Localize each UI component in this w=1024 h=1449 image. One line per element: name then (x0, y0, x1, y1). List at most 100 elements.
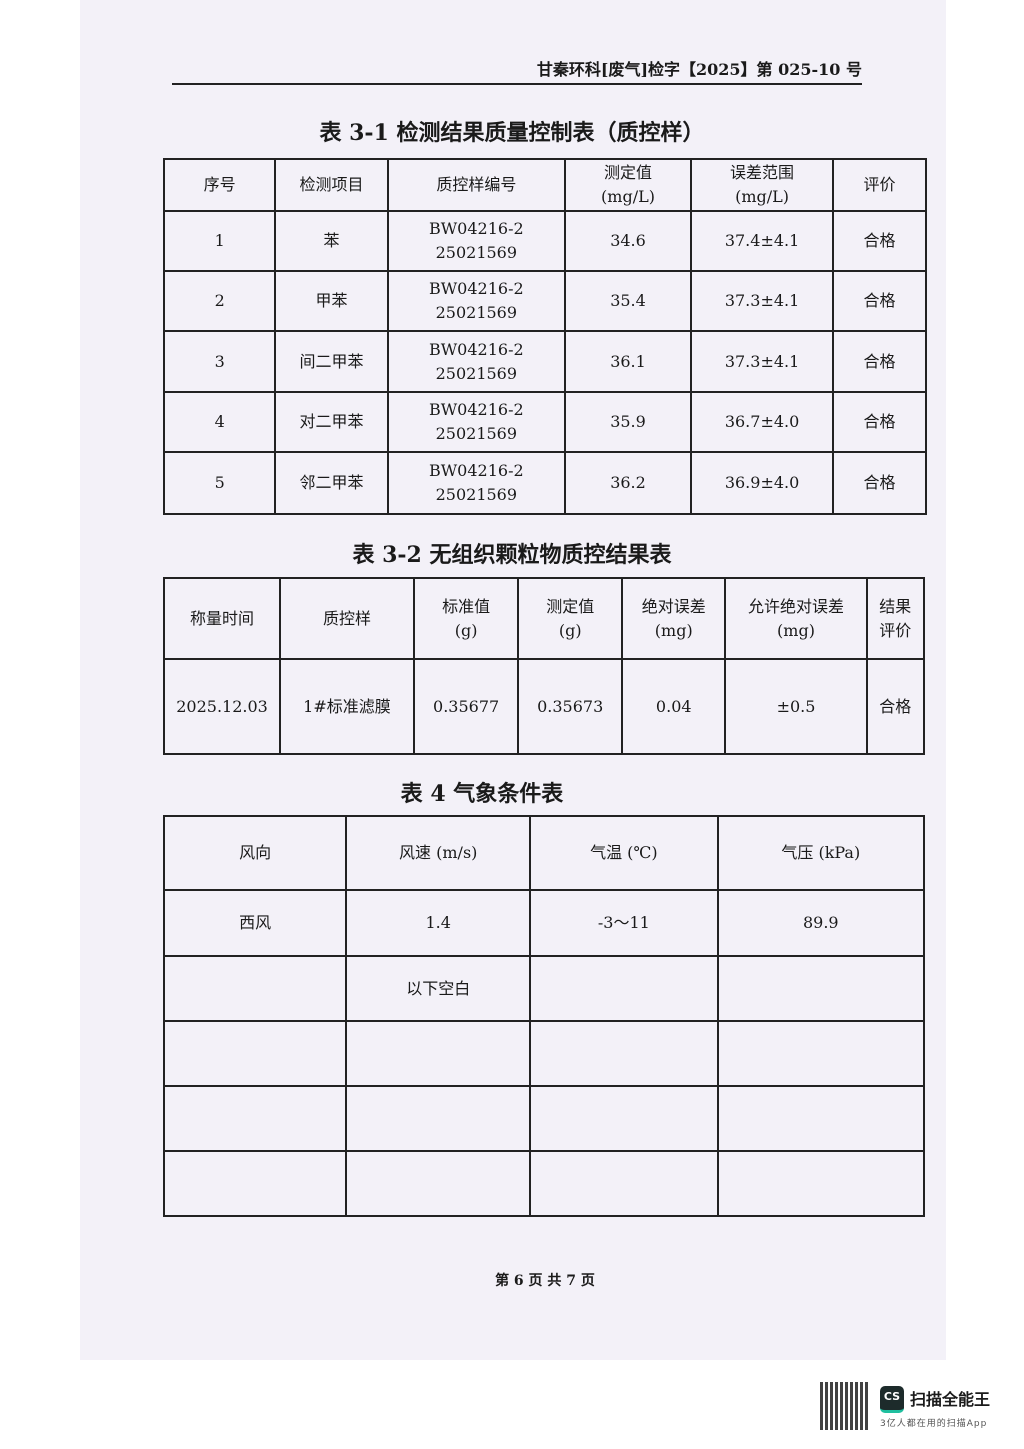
table-cell: 4 (162, 391, 277, 453)
table-cell: 36.2 (564, 451, 692, 515)
table-cell: -3～11 (529, 889, 719, 957)
table-cell: BW04216-2 25021569 (386, 270, 567, 332)
app-tagline: 3亿人都在用的扫描App (880, 1419, 988, 1429)
page-number: 第 6 页 共 7 页 (495, 1273, 595, 1289)
table-cell: 36.7±4.0 (689, 391, 835, 453)
column-header: 绝对误差 (mg) (620, 577, 727, 660)
table3-title: 表 4 气象条件表 (400, 781, 564, 807)
table-row (162, 1085, 926, 1152)
table-cell: 36.9±4.0 (689, 451, 835, 515)
weather-table: 风向 风速 (m/s) 气温 (℃) 气压 (kPa) 西风 1.4 -3～11 89.9 以下… (162, 815, 926, 1217)
header-row: 风向 风速 (m/s) 气温 (℃) 气压 (kPa) (162, 815, 926, 891)
table-cell: 甲苯 (274, 270, 389, 332)
table-row (162, 1150, 926, 1217)
table-cell: 2 (162, 270, 277, 332)
particulate-qc-table: 称量时间 质控样 标准值 (g) 测定值 (g) 绝对误差 (mg) 允许绝对误差 (mg) 结果评… (162, 577, 926, 755)
table-cell (716, 955, 926, 1022)
table-cell: 西风 (162, 889, 348, 957)
table-row: 以下空白 (162, 955, 926, 1022)
table-row: 2 甲苯 BW04216-2 25021569 35.4 37.3±4.1 合格 (162, 270, 927, 332)
table-cell: 37.4±4.1 (689, 210, 835, 272)
table-row: 5 邻二甲苯 BW04216-2 25021569 36.2 36.9±4.0 合格 (162, 451, 927, 515)
table-cell: 89.9 (716, 889, 926, 957)
camscanner-watermark: CS 扫描全能王 3亿人都在用的扫描App (820, 1382, 1020, 1432)
column-header: 气温 (℃) (529, 815, 719, 891)
table-cell: 1#标准滤膜 (279, 658, 415, 755)
table-cell: BW04216-2 25021569 (386, 451, 567, 515)
table-cell (345, 1020, 532, 1087)
table-cell: 0.35677 (412, 658, 520, 755)
header-rule (172, 83, 862, 85)
table-cell: 37.3±4.1 (689, 270, 835, 332)
column-header: 结果 评价 (865, 577, 926, 660)
table-cell: 合格 (832, 270, 927, 332)
table-cell: 1 (162, 210, 277, 272)
table-cell: BW04216-2 25021569 (386, 210, 567, 272)
table-cell: 邻二甲苯 (274, 451, 389, 515)
table-cell: 1.4 (345, 889, 532, 957)
header-row: 称量时间 质控样 标准值 (g) 测定值 (g) 绝对误差 (mg) 允许绝对误差 (mg) 结果评… (162, 577, 926, 660)
column-header: 允许绝对误差 (mg) (724, 577, 868, 660)
column-header: 称量时间 (162, 577, 282, 660)
table-cell (529, 1020, 719, 1087)
table-cell: 0.04 (620, 658, 727, 755)
column-header: 标准值 (g) (412, 577, 520, 660)
table-row (162, 1020, 926, 1087)
table-cell: 3 (162, 330, 277, 393)
column-header: 风向 (162, 815, 348, 891)
column-header: 质控样编号 (386, 158, 567, 212)
document-number: 甘秦环科[废气]检字【2025】第 025-10 号 (536, 60, 862, 79)
header-row: 序号 检测项目 质控样编号 测定值 (mg/L) 误差范围 (mg/L) 评价 (162, 158, 927, 212)
table-row: 3 间二甲苯 BW04216-2 25021569 36.1 37.3±4.1 合格 (162, 330, 927, 393)
table-cell (162, 1020, 348, 1087)
table-cell: 合格 (832, 451, 927, 515)
table-cell: 间二甲苯 (274, 330, 389, 393)
column-header: 检测项目 (274, 158, 389, 212)
camscanner-logo-icon: CS (880, 1386, 904, 1413)
table-cell: 35.9 (564, 391, 692, 453)
table-cell (716, 1150, 926, 1217)
column-header: 质控样 (279, 577, 415, 660)
table-row: 4 对二甲苯 BW04216-2 25021569 35.9 36.7±4.0 合格 (162, 391, 927, 453)
table-cell (162, 1150, 348, 1217)
table-cell: BW04216-2 25021569 (386, 391, 567, 453)
table-cell: 2025.12.03 (162, 658, 282, 755)
column-header: 风速 (m/s) (345, 815, 532, 891)
table-cell: 合格 (832, 330, 927, 393)
table-cell (529, 1150, 719, 1217)
qr-code-icon (820, 1382, 868, 1430)
table-cell (716, 1020, 926, 1087)
table-cell (529, 955, 719, 1022)
table-cell: BW04216-2 25021569 (386, 330, 567, 393)
table-cell (529, 1085, 719, 1152)
table-cell: 5 (162, 451, 277, 515)
table-cell: 36.1 (564, 330, 692, 393)
table-cell (162, 1085, 348, 1152)
table-cell: 对二甲苯 (274, 391, 389, 453)
column-header: 测定值 (mg/L) (564, 158, 692, 212)
table-cell: 以下空白 (345, 955, 532, 1022)
table-cell: 34.6 (564, 210, 692, 272)
table-cell (345, 1085, 532, 1152)
column-header: 气压 (kPa) (716, 815, 926, 891)
table-cell: 37.3±4.1 (689, 330, 835, 393)
column-header: 测定值 (g) (517, 577, 623, 660)
table-cell: 合格 (832, 210, 927, 272)
column-header: 评价 (832, 158, 927, 212)
table-cell: ±0.5 (724, 658, 868, 755)
table-row: 西风 1.4 -3～11 89.9 (162, 889, 926, 957)
table-cell: 0.35673 (517, 658, 623, 755)
table-cell: 苯 (274, 210, 389, 272)
app-name: 扫描全能王 (910, 1390, 991, 1409)
table-cell (345, 1150, 532, 1217)
column-header: 序号 (162, 158, 277, 212)
column-header: 误差范围 (mg/L) (689, 158, 835, 212)
table-row: 2025.12.03 1#标准滤膜 0.35677 0.35673 0.04 ±0.5 合格 (162, 658, 926, 755)
qc-sample-table: 序号 检测项目 质控样编号 测定值 (mg/L) 误差范围 (mg/L) 评价 1 苯 BW0421… (162, 158, 927, 515)
table2-title: 表 3-2 无组织颗粒物质控结果表 (352, 542, 672, 568)
table1-title: 表 3-1 检测结果质量控制表（质控样） (319, 120, 705, 146)
table-cell (716, 1085, 926, 1152)
table-cell: 35.4 (564, 270, 692, 332)
table-cell (162, 955, 348, 1022)
table-cell: 合格 (865, 658, 926, 755)
